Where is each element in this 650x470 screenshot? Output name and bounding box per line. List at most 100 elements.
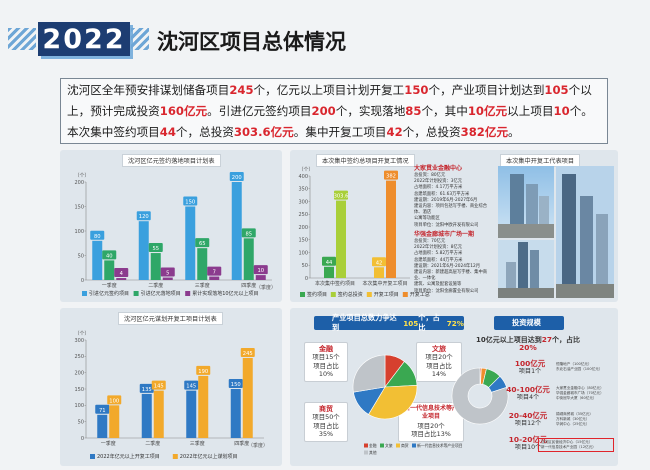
y-tick-label: 350 xyxy=(298,187,308,193)
data-label: 10 xyxy=(257,268,264,274)
bar xyxy=(104,260,115,280)
tier-line: 项目1个 xyxy=(518,368,542,375)
focus-project-1: 大家贯业金融中心 总投资：80亿元 2022年计划投资：3亿元 占地面积：4.17万… xyxy=(414,164,490,229)
card-title: 金融 xyxy=(319,345,333,353)
summary-segment: 个，亿元以上项目计划开复工 xyxy=(253,83,405,97)
data-label: 150 xyxy=(231,382,241,388)
y-tick-label: 100 xyxy=(298,250,308,256)
card-line: 项目20个 xyxy=(417,421,445,430)
legend-label: 文旅 xyxy=(385,443,393,448)
legend-swatch xyxy=(380,443,384,448)
x-unit: （季度） xyxy=(256,284,276,291)
summary-segment: 以上项目 xyxy=(507,104,554,118)
tier-project-item: 华强金廊城市广场（70亿元） xyxy=(556,391,604,395)
summary-segment: 个，产业项目计划达到 xyxy=(428,83,545,97)
y-tick-label: 250 xyxy=(298,212,308,218)
data-label: 145 xyxy=(154,384,164,390)
y-tick-label: 300 xyxy=(74,338,84,344)
industry-pie-chart xyxy=(352,354,418,420)
detail-line: 占地面积：5.82万平方米 xyxy=(414,251,463,257)
y-tick-label: 0 xyxy=(305,276,308,282)
legend-swatch xyxy=(82,291,87,296)
invest-headline: 10亿元以上项目达到27个，占比 20% xyxy=(468,336,588,352)
bar xyxy=(336,200,346,278)
y-unit: （个） xyxy=(298,167,313,173)
bar xyxy=(255,275,266,280)
x-tick-label: 一季度 xyxy=(101,440,116,447)
bar xyxy=(141,393,152,438)
bar xyxy=(231,182,242,280)
bar xyxy=(198,375,209,438)
detail-line: 项目单位：沈阳中欧开发有限公司 xyxy=(414,222,479,228)
tier-title: 40-100亿元 xyxy=(506,385,550,394)
data-label-bg xyxy=(102,250,117,260)
tier-title: 20-40亿元 xyxy=(508,411,548,420)
summary-segment: 。 xyxy=(508,125,520,139)
focus-project-name: 大家贯业金融中心 xyxy=(414,165,463,172)
tier-project-list: 恒隆地产（100亿元） 东北石油产业园（100亿元） xyxy=(556,362,614,372)
tier-project-item: 锦绣商贸城（35亿元） xyxy=(556,412,593,416)
headline-number: 27 xyxy=(541,335,553,344)
legend-swatch xyxy=(330,292,336,297)
detail-line: 公寓等功能区 xyxy=(414,216,440,222)
card-title: 文旅 xyxy=(432,345,446,353)
data-label: 382 xyxy=(386,174,396,180)
bar xyxy=(374,267,384,278)
invest-tier-1: 100亿元 项目1个 xyxy=(508,360,552,376)
bar xyxy=(97,414,108,438)
bar xyxy=(153,390,164,438)
legend-swatch xyxy=(396,443,400,448)
summary-segment: 。集中开复工项目 xyxy=(293,125,387,139)
legend-label: 商贸 xyxy=(401,443,409,448)
legend-label: 引进亿元落地项目 xyxy=(141,290,181,297)
donut-slice xyxy=(451,367,509,425)
tier-title: 10-20亿元 xyxy=(508,435,548,444)
data-label: 55 xyxy=(152,246,159,252)
summary-highlight: 10 xyxy=(553,104,570,118)
summary-highlight: 42 xyxy=(386,125,403,139)
detail-line: 总建筑面积：61.63万平方米 xyxy=(414,191,470,197)
legend-label: 签约项目 xyxy=(307,291,327,298)
tier-line: 项目12个 xyxy=(514,420,542,427)
data-label: 200 xyxy=(232,175,242,181)
card-line: 项目占比35% xyxy=(313,421,339,439)
summary-segment: 个。本次集中签约项目 xyxy=(67,104,593,139)
banner-text: 产业项目总数力争达到 xyxy=(332,313,397,332)
y-tick-label: 0 xyxy=(81,436,84,442)
summary-highlight: 382亿元 xyxy=(460,125,509,139)
legend-swatch xyxy=(412,443,416,448)
data-label-bg xyxy=(372,257,386,267)
summary-segment: 个，实现落地 xyxy=(335,104,406,118)
summary-highlight: 245 xyxy=(229,83,254,97)
pie-slice xyxy=(352,354,386,393)
card-title: 新一代信息技术等产业项目 xyxy=(403,405,458,421)
card-line: 项目15个 xyxy=(312,353,340,362)
data-label: 150 xyxy=(185,200,195,206)
data-label-bg xyxy=(253,265,268,275)
chart-title: 沈河区亿元谋划开复工项目计划表 xyxy=(118,312,223,325)
y-tick-label: 50 xyxy=(78,253,84,259)
data-label: 190 xyxy=(198,369,208,375)
x-unit: （季度） xyxy=(248,442,268,449)
header: 2022 沈河区项目总体情况 xyxy=(0,0,650,62)
legend-swatch xyxy=(172,454,178,459)
tier-project-item: 万科新城（30亿元） xyxy=(556,417,590,421)
data-label-bg xyxy=(196,365,211,375)
tier-project-item: 大家贯业金融中心（80亿元） xyxy=(556,386,604,390)
bar xyxy=(109,405,120,438)
bar xyxy=(242,357,253,438)
detail-line: 2022年计划投资：3亿元 xyxy=(414,179,463,185)
data-label: 65 xyxy=(199,241,206,247)
headline-number: 20% xyxy=(519,343,537,352)
card-line: 项目占比14% xyxy=(426,361,452,379)
chart-title: 本次集中签约总项目开复工情况 xyxy=(316,154,415,167)
invest-banner: 投资规模 xyxy=(494,316,564,330)
banner-text: 个，占比 xyxy=(418,313,440,332)
tier-project-item: 沈河区民营经济中心（15亿元） xyxy=(541,440,593,444)
data-label-bg xyxy=(148,243,163,253)
data-label-bg xyxy=(114,268,129,278)
legend-label: 引进亿元签约项目 xyxy=(89,290,129,297)
card-line: 项目占比13% xyxy=(411,430,451,439)
data-label: 100 xyxy=(109,398,119,404)
data-label: 7 xyxy=(213,270,216,276)
